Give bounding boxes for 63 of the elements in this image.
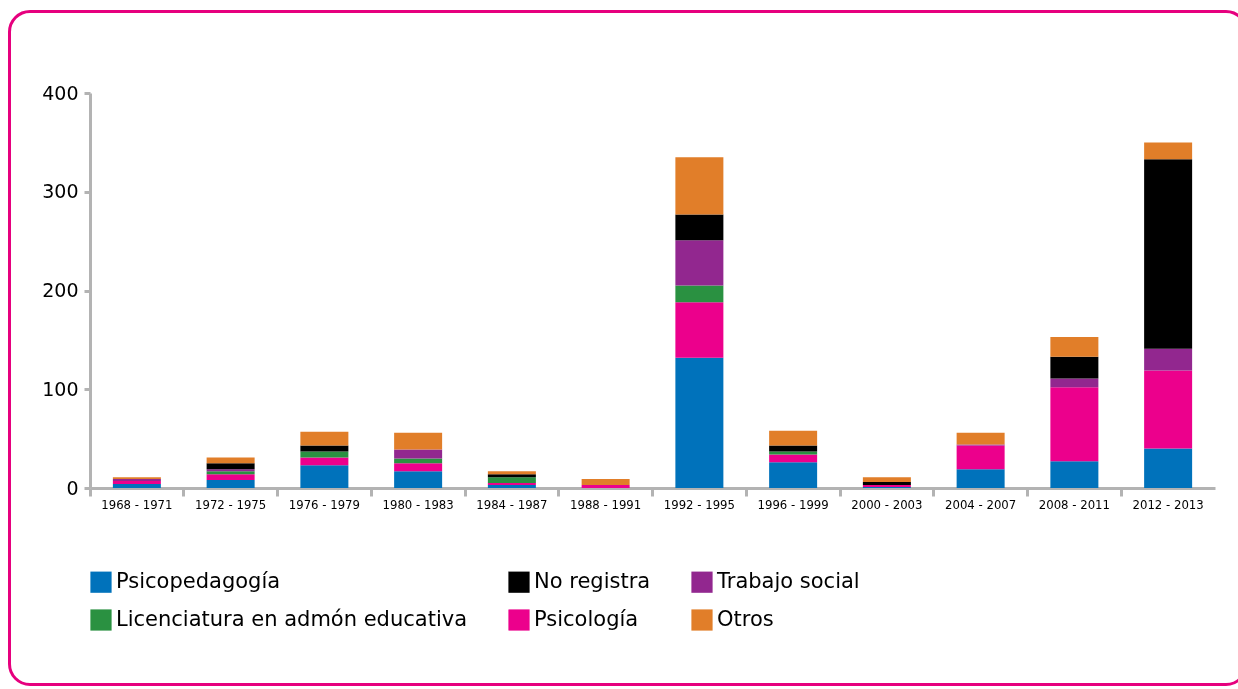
bar	[769, 430, 818, 446]
x-tick-label: 1968 - 1971	[101, 496, 173, 512]
bar	[1144, 448, 1193, 488]
y-tick-label: 400	[42, 81, 79, 104]
x-tick-label: 2008 - 2011	[1038, 496, 1110, 512]
x-tick-label: 1996 - 1999	[757, 496, 829, 512]
bar	[300, 451, 349, 458]
x-tick-label: 1980 - 1983	[382, 496, 454, 512]
bar	[675, 240, 724, 286]
bar	[206, 474, 255, 481]
bar	[1144, 348, 1193, 371]
bar	[675, 214, 724, 241]
x-tick-label: 1972 - 1975	[195, 496, 267, 512]
y-tick-label: 300	[42, 180, 79, 203]
bar	[394, 471, 443, 488]
legend-label: Licenciatura en admón educativa	[116, 607, 468, 631]
bar	[394, 449, 443, 459]
bar	[675, 157, 724, 215]
bar	[862, 477, 911, 483]
bar	[206, 463, 255, 470]
bar	[769, 462, 818, 488]
bar	[956, 445, 1005, 470]
bar	[1050, 378, 1099, 388]
bar	[394, 463, 443, 472]
bar	[394, 432, 443, 450]
bar	[300, 457, 349, 466]
bar	[1050, 336, 1099, 357]
bar	[675, 357, 724, 488]
bar	[956, 469, 1005, 488]
bar	[300, 465, 349, 488]
legend-label: Otros	[717, 607, 774, 631]
legend-label: Trabajo social	[716, 569, 860, 594]
x-tick-label: 1992 - 1995	[663, 496, 735, 512]
bar	[1144, 370, 1193, 449]
bar	[1144, 142, 1193, 160]
x-tick-label: 2000 - 2003	[851, 496, 923, 512]
bar	[1144, 159, 1193, 349]
bar	[956, 432, 1005, 445]
x-tick-label: 1988 - 1991	[570, 496, 642, 512]
bar	[675, 285, 724, 303]
legend-label: Psicología	[534, 607, 639, 631]
bar	[675, 302, 724, 358]
bar	[581, 485, 630, 488]
bar	[487, 477, 536, 484]
x-tick-label: 1984 - 1987	[476, 496, 548, 512]
bar	[1050, 356, 1099, 379]
x-tick-label: 1976 - 1979	[288, 496, 360, 512]
y-tick-label: 200	[42, 279, 79, 301]
bar	[300, 431, 349, 446]
bar	[1050, 461, 1099, 488]
y-tick-label: 100	[42, 377, 79, 400]
bar	[206, 480, 255, 488]
bar	[769, 454, 818, 463]
x-tick-label: 2004 - 2007	[945, 496, 1017, 512]
bar	[581, 479, 630, 486]
x-tick-label: 2012 - 2013	[1132, 496, 1204, 512]
bar	[394, 458, 443, 464]
y-tick-label: 0	[66, 476, 79, 499]
bar	[1050, 387, 1099, 462]
legend-label: Psicopedagogía	[116, 569, 281, 594]
legend-label: No registra	[534, 569, 651, 594]
bar	[769, 451, 818, 455]
bar	[206, 457, 255, 464]
